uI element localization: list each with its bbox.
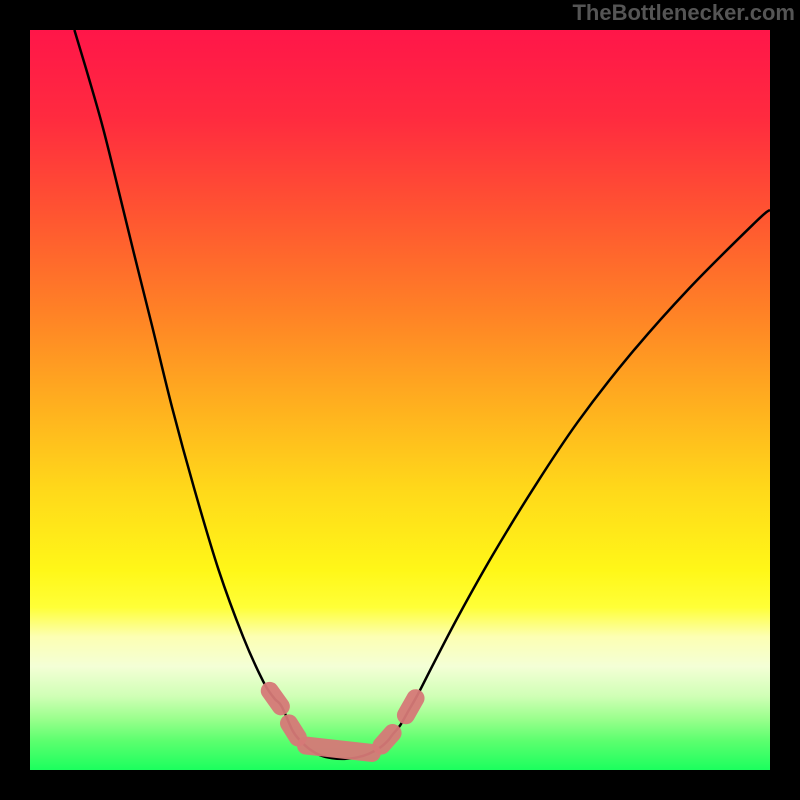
marker-capsule bbox=[382, 733, 393, 746]
marker-capsule bbox=[270, 691, 281, 707]
marker-capsule bbox=[306, 746, 372, 753]
v-curve-line bbox=[74, 30, 770, 759]
watermark-text: TheBottlenecker.com bbox=[572, 0, 795, 26]
stage: TheBottlenecker.com bbox=[0, 0, 800, 800]
marker-capsule bbox=[406, 698, 416, 715]
chart-svg bbox=[30, 30, 770, 770]
marker-capsule bbox=[289, 723, 298, 737]
plot-area bbox=[30, 30, 770, 770]
